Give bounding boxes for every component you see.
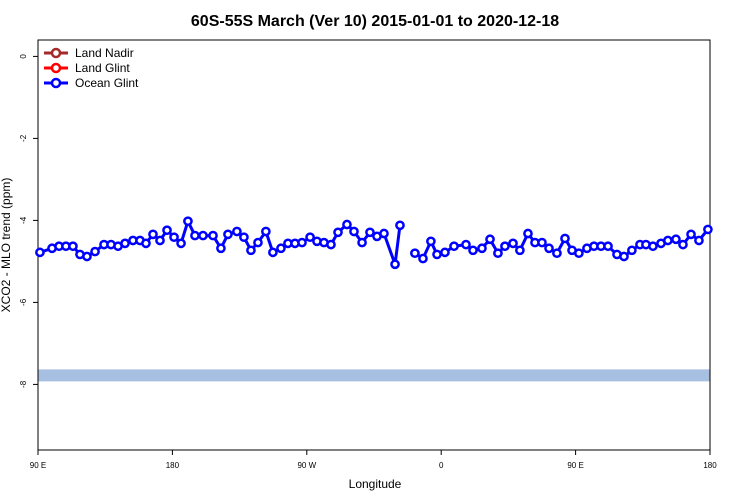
data-point xyxy=(686,229,696,240)
data-point xyxy=(176,238,186,249)
data-point xyxy=(379,228,389,239)
data-point xyxy=(703,224,713,235)
data-point xyxy=(523,228,533,239)
data-point xyxy=(410,248,420,259)
data-point xyxy=(678,239,688,250)
data-point xyxy=(440,247,450,258)
data-point xyxy=(449,241,459,252)
data-point xyxy=(485,234,495,245)
data-point xyxy=(500,241,510,252)
data-point xyxy=(183,216,193,227)
legend-marker xyxy=(50,77,62,89)
data-point xyxy=(68,241,78,252)
data-point xyxy=(648,241,658,252)
data-point xyxy=(35,247,45,258)
data-point xyxy=(198,230,208,241)
data-point xyxy=(253,237,263,248)
data-point xyxy=(627,245,637,256)
data-point xyxy=(162,225,172,236)
data-point xyxy=(141,238,151,249)
data-point xyxy=(120,238,130,249)
plot-frame xyxy=(37,39,711,451)
y-tick-label: -6 xyxy=(19,298,28,306)
data-point xyxy=(468,245,478,256)
data-point xyxy=(515,245,525,256)
x-tick-label: 90 W xyxy=(297,461,316,470)
data-point xyxy=(155,235,165,246)
x-tick-label: 180 xyxy=(703,461,717,470)
legend-label: Land Glint xyxy=(75,61,130,75)
data-point xyxy=(349,226,359,237)
y-axis-label: XCO2 - MLO trend (ppm) xyxy=(0,178,13,313)
legend-label: Land Nadir xyxy=(75,46,134,60)
x-tick-label: 0 xyxy=(439,461,444,470)
data-point xyxy=(261,226,271,237)
chart-title: 60S-55S March (Ver 10) 2015-01-01 to 202… xyxy=(191,13,559,30)
data-point xyxy=(305,232,315,243)
legend-marker xyxy=(50,62,62,74)
data-point xyxy=(246,245,256,256)
x-axis-label: Longitude xyxy=(349,477,402,491)
data-point xyxy=(560,233,570,244)
data-point xyxy=(537,237,547,248)
y-tick-label: -8 xyxy=(19,380,28,388)
data-point xyxy=(326,239,336,250)
y-tick-label: 0 xyxy=(19,54,28,59)
data-point xyxy=(508,238,518,249)
data-point xyxy=(552,248,562,259)
x-tick-label: 90 E xyxy=(567,461,583,470)
data-point xyxy=(239,232,249,243)
data-point xyxy=(216,243,226,254)
data-point xyxy=(694,235,704,246)
y-tick-label: -2 xyxy=(19,134,28,142)
data-point xyxy=(663,235,673,246)
data-point xyxy=(208,230,218,241)
data-point xyxy=(619,251,629,262)
x-tick-label: 90 E xyxy=(30,461,46,470)
data-point xyxy=(603,241,613,252)
data-point xyxy=(357,237,367,248)
legend-label: Ocean Glint xyxy=(75,76,139,90)
data-point xyxy=(90,246,100,257)
x-tick-label: 180 xyxy=(166,461,180,470)
data-point xyxy=(276,243,286,254)
data-point xyxy=(190,230,200,241)
data-point xyxy=(544,243,554,254)
data-point xyxy=(268,247,278,258)
data-point xyxy=(232,226,242,237)
data-point xyxy=(82,251,92,262)
data-point xyxy=(671,234,681,245)
data-point xyxy=(418,253,428,264)
data-point xyxy=(148,229,158,240)
y-tick-label: -4 xyxy=(19,216,28,224)
data-point xyxy=(477,243,487,254)
data-point xyxy=(333,227,343,238)
data-point xyxy=(426,236,436,247)
data-point xyxy=(223,229,233,240)
data-point xyxy=(342,219,352,230)
data-point xyxy=(574,248,584,259)
data-point xyxy=(461,239,471,250)
data-point xyxy=(365,227,375,238)
data-point xyxy=(395,220,405,231)
data-point xyxy=(169,232,179,243)
data-point xyxy=(297,237,307,248)
data-point xyxy=(390,259,400,270)
data-point xyxy=(432,249,442,260)
data-point xyxy=(493,248,503,259)
legend-marker xyxy=(50,47,62,59)
